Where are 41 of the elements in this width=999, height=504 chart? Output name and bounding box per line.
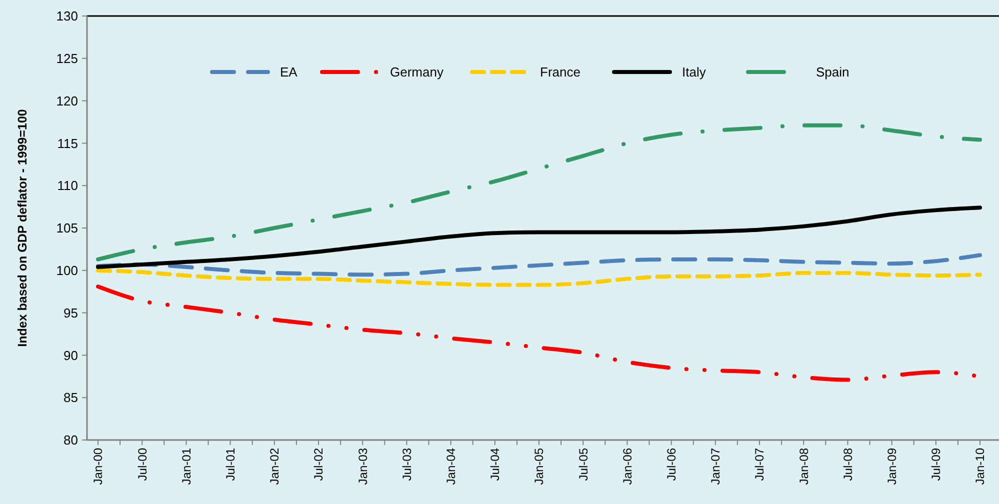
line-series bbox=[96, 206, 982, 270]
line-series bbox=[96, 268, 982, 287]
x-tick-label: Jul-04 bbox=[488, 448, 502, 481]
y-tick-label: 80 bbox=[64, 432, 78, 448]
x-tick-label: Jan-03 bbox=[356, 448, 370, 485]
y-tick-label: 90 bbox=[64, 348, 78, 363]
y-tick-label: 100 bbox=[56, 262, 78, 278]
y-tick-label: 115 bbox=[57, 136, 78, 151]
line-series bbox=[96, 253, 982, 277]
y-tick-label: 130 bbox=[56, 8, 78, 24]
y-tick-label: 120 bbox=[56, 93, 78, 108]
x-tick-label: Jan-00 bbox=[91, 448, 106, 485]
legend-label: EA bbox=[280, 64, 298, 80]
x-tick-label: Jan-05 bbox=[532, 448, 546, 485]
x-tick-label: Jan-02 bbox=[268, 448, 282, 485]
legend-label: Spain bbox=[816, 64, 850, 80]
x-tick-label: Jan-10 bbox=[973, 448, 988, 485]
x-tick-label: Jul-09 bbox=[929, 448, 944, 481]
x-tick-label: Jul-01 bbox=[224, 448, 238, 481]
x-tick-label: Jul-02 bbox=[312, 448, 326, 481]
y-tick-label: 110 bbox=[57, 178, 78, 194]
x-tick-label: Jan-06 bbox=[620, 448, 634, 485]
legend-label: Germany bbox=[390, 64, 444, 80]
y-axis-title: Index based on GDP deflator - 1999=100 bbox=[15, 109, 30, 347]
x-tick-label: Jan-07 bbox=[708, 448, 723, 485]
x-tick-label: Jul-08 bbox=[840, 448, 855, 481]
y-tick-label: 125 bbox=[56, 50, 78, 66]
x-tick-label: Jul-05 bbox=[576, 448, 590, 481]
x-tick-label: Jan-08 bbox=[796, 448, 811, 485]
x-tick-label: Jan-01 bbox=[179, 448, 194, 485]
x-tick-label: Jul-03 bbox=[400, 448, 414, 481]
legend-label: Italy bbox=[682, 64, 706, 80]
legend-label: France bbox=[540, 64, 580, 80]
x-tick-label: Jul-07 bbox=[752, 448, 767, 481]
y-tick-label: 95 bbox=[64, 305, 78, 320]
x-tick-label: Jan-09 bbox=[885, 448, 899, 485]
x-tick-label: Jan-04 bbox=[444, 448, 458, 485]
x-tick-label: Jul-06 bbox=[664, 448, 678, 481]
y-tick-label: 85 bbox=[64, 390, 78, 406]
y-tick-label: 105 bbox=[56, 220, 78, 236]
x-tick-label: Jul-00 bbox=[135, 448, 150, 481]
